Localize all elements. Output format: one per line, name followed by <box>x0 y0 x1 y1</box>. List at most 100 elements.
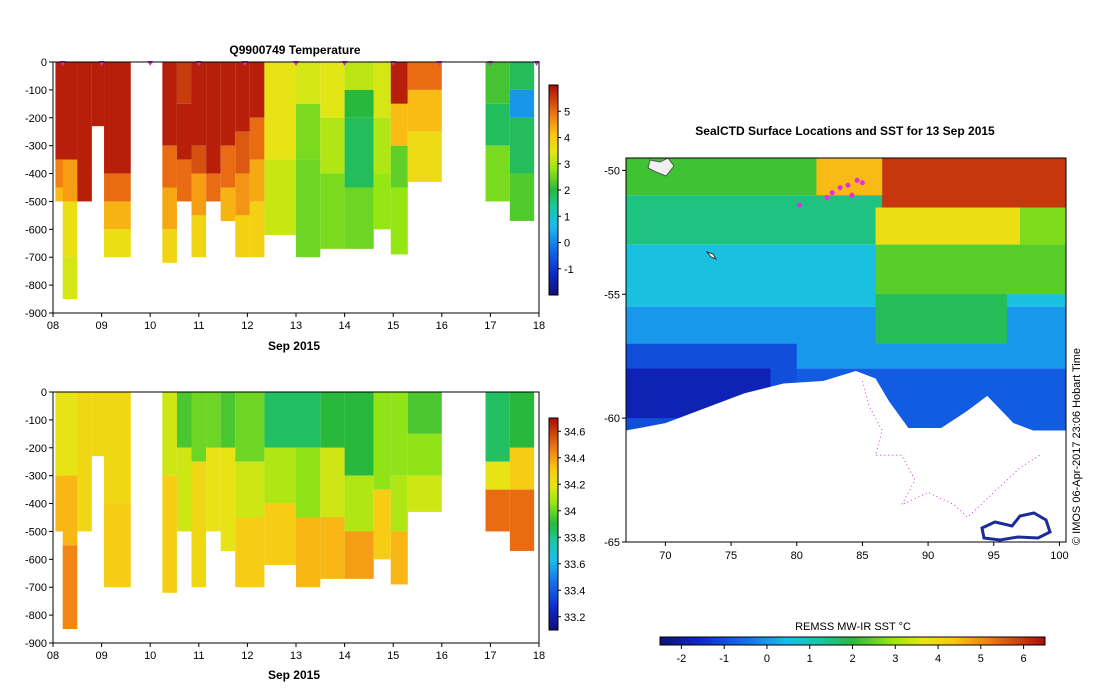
x-tick-label: 13 <box>290 320 302 332</box>
profile-cell <box>206 447 221 532</box>
sst-colorbar-tick-label: 5 <box>978 653 984 665</box>
profile-cell <box>191 215 207 258</box>
profile-cell <box>62 257 78 300</box>
y-tick-label: -300 <box>25 471 47 483</box>
profile-cell <box>509 173 535 221</box>
profile-cell <box>344 89 374 118</box>
y-tick-label: -600 <box>25 224 47 236</box>
y-tick-label: -800 <box>25 280 47 292</box>
sst-colorbar-tick-label: 1 <box>807 653 813 665</box>
x-tick-label: 08 <box>47 650 59 662</box>
salinity-profiles <box>55 392 535 630</box>
profile-cell <box>373 117 391 174</box>
profile-cell <box>390 531 408 585</box>
x-tick-label: 17 <box>484 650 496 662</box>
y-tick-label: -700 <box>25 252 47 264</box>
profile-cell <box>62 62 78 160</box>
profile-cell <box>320 517 345 579</box>
profile-cell <box>485 461 510 490</box>
profile-cell <box>344 531 374 579</box>
colorbar-tick-label: 33.2 <box>564 612 585 624</box>
profile-cell <box>320 173 345 249</box>
profile-cell <box>206 173 221 202</box>
lat-tick-label: -50 <box>604 165 620 177</box>
y-tick-label: -300 <box>25 141 47 153</box>
sst-colorbar-tick-label: 6 <box>1021 653 1027 665</box>
sealctd-location-point <box>824 195 830 201</box>
sst-patch <box>816 158 883 196</box>
profile-cell <box>296 447 321 518</box>
antarctic-ice-island <box>980 511 1052 542</box>
profile-cell <box>320 62 345 118</box>
profile-cell <box>296 392 321 448</box>
profile-cell <box>104 173 131 202</box>
profile-cell <box>407 475 442 512</box>
x-tick-label: 16 <box>436 650 448 662</box>
lon-tick-label: 85 <box>856 550 868 562</box>
profile-cell <box>235 62 250 132</box>
sst-patch <box>875 244 1066 295</box>
profile-cell <box>235 215 250 258</box>
sst-colorbar-label: REMSS MW-IR SST °C <box>795 621 911 633</box>
profile-cell <box>191 62 207 146</box>
y-tick-label: -400 <box>25 169 47 181</box>
colorbar-tick-label: -1 <box>564 264 574 276</box>
x-tick-label: 18 <box>533 650 545 662</box>
profile-cell <box>296 103 321 160</box>
profile-cell <box>91 62 105 127</box>
profile-cell <box>104 503 131 588</box>
map-frame <box>625 157 1067 543</box>
y-tick-label: -900 <box>25 308 47 320</box>
profile-cell <box>162 145 177 188</box>
sst-colorbar-tick-label: -1 <box>719 653 729 665</box>
profile-cell <box>104 62 131 174</box>
y-tick-label: -600 <box>25 554 47 566</box>
profile-cell <box>220 145 236 188</box>
profile-cell <box>264 62 296 160</box>
colorbar-tick-label: 33.4 <box>564 585 585 597</box>
profile-cell <box>176 159 192 202</box>
x-tick-label: 10 <box>144 650 156 662</box>
colorbar-tick-label: 2 <box>564 185 570 197</box>
y-tick-label: -200 <box>25 113 47 125</box>
profile-cell <box>235 173 250 216</box>
colorbar-tick-label: 34 <box>564 506 576 518</box>
profile-cell <box>509 117 535 174</box>
profile-cell <box>235 131 250 174</box>
lon-tick-label: 100 <box>1050 550 1068 562</box>
x-tick-label: 09 <box>95 650 107 662</box>
profile-cell <box>235 392 265 462</box>
sst-colorbar-tick-label: -2 <box>676 653 686 665</box>
profile-cell <box>249 117 265 160</box>
y-tick-label: 0 <box>41 57 47 69</box>
profile-cell <box>509 62 535 90</box>
x-tick-label: 17 <box>484 320 496 332</box>
profile-cell <box>176 392 192 448</box>
profile-cell <box>191 392 207 462</box>
y-tick-label: -100 <box>25 85 47 97</box>
heard-island-shape <box>705 250 718 261</box>
sst-patch <box>875 207 1021 245</box>
profile-cell <box>407 433 442 476</box>
profile-cell <box>296 517 321 588</box>
profile-cell <box>344 62 374 90</box>
sealctd-location-point <box>845 182 851 188</box>
sst-patch <box>875 294 1007 344</box>
colorbar-tick-label: 3 <box>564 159 570 171</box>
profile-cell <box>176 62 192 104</box>
profile-cell <box>390 62 408 104</box>
profile-cell <box>206 392 221 448</box>
profile-cell <box>344 187 374 249</box>
x-tick-label: 10 <box>144 320 156 332</box>
profile-cell <box>249 159 265 202</box>
profile-cell <box>176 447 192 532</box>
profile-cell <box>407 131 442 182</box>
profile-cell <box>162 229 177 263</box>
sst-colorbar <box>659 636 1046 646</box>
x-tick-label: 18 <box>533 320 545 332</box>
profile-cell <box>485 145 510 202</box>
profile-cell <box>264 503 296 565</box>
profile-cell <box>407 392 442 434</box>
profile-cell <box>373 173 391 230</box>
